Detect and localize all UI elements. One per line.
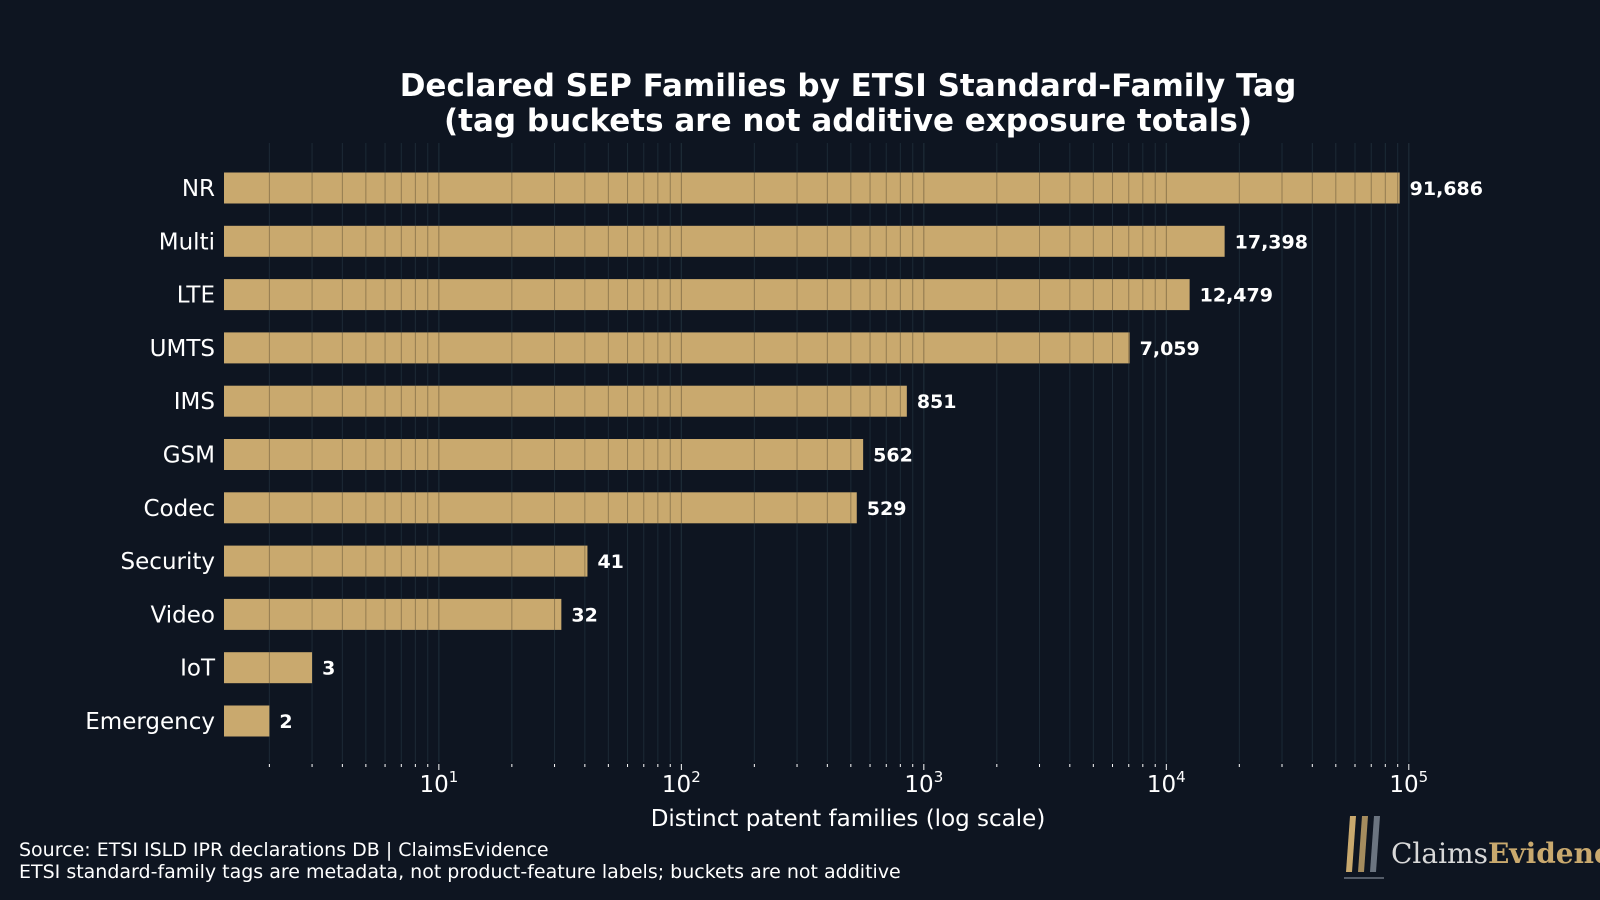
logo-mark-icon [1344, 816, 1384, 879]
bar-rect-video [224, 598, 562, 630]
value-label-multi: 17,398 [1235, 231, 1308, 253]
bar-iot [224, 652, 313, 684]
value-label-video: 32 [571, 604, 597, 626]
value-label-lte: 12,479 [1200, 285, 1273, 307]
bar-rect-ims [224, 385, 907, 417]
bar-rect-security [224, 545, 588, 577]
bar-umts [224, 332, 1130, 364]
chart-title-line-1: Declared SEP Families by ETSI Standard-F… [400, 68, 1297, 104]
x-tick-label: 101 [419, 768, 458, 798]
bar-nr [224, 172, 1400, 204]
x-tick-label: 104 [1147, 768, 1186, 798]
bar-gsm [224, 439, 864, 470]
svg-text:ClaimsEvidence: ClaimsEvidence [1391, 837, 1600, 870]
logo-text-evidence: Evidence [1488, 837, 1600, 870]
bar-rect-nr [224, 172, 1400, 204]
claims-evidence-logo: ClaimsEvidence [1344, 816, 1600, 879]
bar-multi [224, 225, 1225, 257]
category-label-security: Security [121, 549, 215, 575]
value-label-emergency: 2 [279, 711, 292, 733]
value-label-codec: 529 [867, 498, 907, 520]
bar-rect-emergency [224, 705, 270, 737]
category-label-codec: Codec [143, 496, 215, 522]
bar-rect-codec [224, 492, 857, 524]
value-label-ims: 851 [917, 391, 957, 413]
source-line-2: ETSI standard-family tags are metadata, … [19, 861, 901, 883]
x-tick-label: 105 [1389, 768, 1428, 798]
chart-title: Declared SEP Families by ETSI Standard-F… [400, 68, 1297, 139]
bar-codec [224, 492, 857, 524]
bar-rect-multi [224, 225, 1225, 257]
bar-security [224, 545, 588, 577]
value-label-iot: 3 [322, 658, 335, 680]
category-label-lte: LTE [177, 283, 215, 309]
value-label-security: 41 [597, 551, 623, 573]
logo-text-claims: Claims [1391, 837, 1488, 870]
bar-emergency [224, 705, 270, 737]
x-tick-label: 103 [904, 768, 943, 798]
category-label-umts: UMTS [150, 336, 215, 362]
bar-video [224, 598, 562, 630]
value-label-gsm: 562 [873, 445, 913, 467]
bar-rect-iot [224, 652, 313, 684]
category-label-multi: Multi [159, 229, 215, 255]
category-label-emergency: Emergency [85, 709, 215, 735]
category-label-iot: IoT [180, 656, 216, 682]
source-line-1: Source: ETSI ISLD IPR declarations DB | … [19, 839, 549, 861]
x-axis-ticks: 101 102 103 104 105 [268, 764, 1428, 798]
value-label-nr: 91,686 [1410, 178, 1483, 200]
category-labels: NR Multi LTE UMTS IMS GSM Codec Security Video Io… [85, 176, 216, 735]
category-label-video: Video [151, 602, 215, 628]
bar-lte [224, 279, 1190, 311]
bar-rect-umts [224, 332, 1130, 364]
x-axis-label: Distinct patent families (log scale) [651, 806, 1046, 832]
bars [224, 172, 1400, 737]
bar-rect-gsm [224, 439, 864, 470]
bar-ims [224, 385, 907, 417]
category-label-gsm: GSM [163, 443, 215, 469]
chart-title-line-2: (tag buckets are not additive exposure t… [444, 103, 1252, 139]
value-label-umts: 7,059 [1140, 338, 1200, 360]
bar-rect-lte [224, 279, 1190, 311]
category-label-ims: IMS [174, 389, 215, 415]
category-label-nr: NR [182, 176, 215, 202]
x-tick-label: 102 [662, 768, 701, 798]
